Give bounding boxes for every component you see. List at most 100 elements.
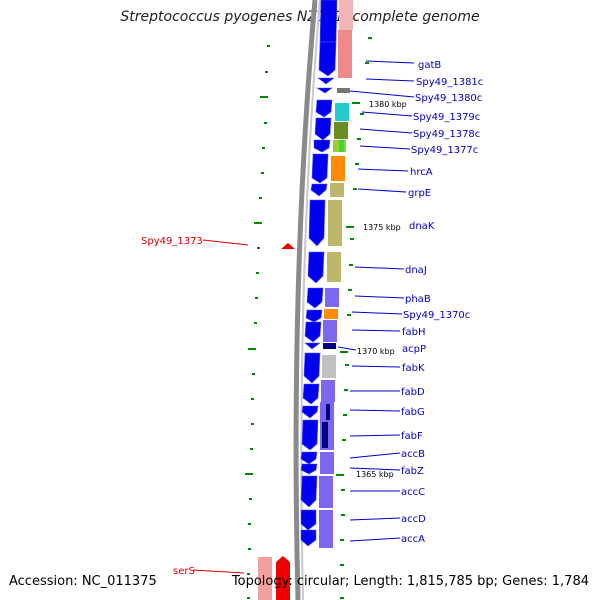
ruler-tick [343,414,347,416]
ruler-tick [357,138,361,140]
gene-arrow [304,342,321,350]
function-block [338,30,352,78]
gene-label: fabG [401,407,425,418]
gene-labels: gatB Spy49_1381c Spy49_1380c Spy49_1379c… [401,60,483,545]
leader-line [351,365,401,368]
genome-summary-text: Topology: circular; Length: 1,815,785 bp… [231,574,589,589]
leader-line [349,90,415,98]
gene-label: dnaK [409,221,435,232]
leader-line [354,295,405,299]
function-block [339,0,353,30]
ruler-tick [348,289,352,291]
function-block [334,122,348,139]
ruler-tick [342,439,346,441]
function-block [323,343,336,349]
gene-label: accC [401,487,425,498]
cds-track [300,0,338,547]
leader-line [349,467,401,471]
gene-arrow [317,77,335,85]
gene-arrow [307,251,325,284]
ruler-tick [345,364,349,366]
function-block [319,476,333,508]
leader-line [349,537,401,542]
ruler-tick [252,373,255,375]
leader-line [349,434,401,437]
gene-label: Spy49_1380c [415,93,482,104]
gene-arrow [302,383,320,405]
gene-label: fabH [402,327,426,338]
function-block [319,510,333,530]
gene-label: Spy49_1378c [413,129,480,140]
gene-arrow [300,529,317,547]
ruler-tick [261,172,264,174]
gene-label-red: Spy49_1373 [141,236,203,247]
ruler-tick [248,348,256,350]
leader-line [349,452,401,459]
ruler-tick [259,197,262,199]
function-block [337,88,350,93]
gene-arrow [310,183,328,197]
gene-label: grpE [408,188,431,199]
ruler-tick [353,188,357,190]
ruler-tick [248,548,251,550]
ruler-tick [341,489,345,491]
ruler-tick [247,573,250,575]
function-block [335,103,349,121]
leader-line [365,78,415,82]
gene-label: Spy49_1381c [416,77,483,88]
leader-line [361,111,413,117]
inner-ruler-ticks [336,37,372,599]
red-gene-labels: Spy49_1373 serS [141,236,203,577]
gene-arrow [301,405,319,419]
ruler-tick [247,597,250,599]
ruler-tick [340,351,348,353]
function-block [319,530,333,548]
ruler-tick [355,163,359,165]
gene-label: acpP [402,344,426,355]
gene-label: fabZ [401,466,424,477]
gene-arrow [319,0,338,43]
ruler-tick [267,45,270,47]
kbp-label: 1375 kbp [363,223,401,232]
function-block [328,200,342,246]
leader-line [337,346,357,351]
function-block [320,452,334,474]
gene-label-red: serS [173,566,195,577]
function-block [325,288,339,307]
gene-arrow [300,451,318,465]
kbp-label: 1370 kbp [357,347,395,356]
function-block [321,380,335,402]
ruler-tick [350,238,354,240]
gene-label: accD [401,514,426,525]
function-block [322,355,336,378]
ruler-tick [340,539,344,541]
leader-line [351,329,401,332]
ruler-tick [340,597,344,599]
function-block [322,422,328,448]
ruler-tick [352,102,360,104]
ruler-tick [251,398,254,400]
gene-arrow [315,87,333,94]
red-gene-block [258,557,272,600]
red-label-leaders [192,239,249,574]
ruler-tick [344,389,348,391]
gene-arrow [315,99,333,118]
gene-arrow [304,321,322,343]
leader-line [351,311,403,315]
gene-arrow [303,352,321,384]
ruler-tick [347,314,351,316]
gene-arrow [308,199,326,247]
ruler-tick [245,473,253,475]
function-track [319,0,353,548]
gene-arrow [300,463,318,475]
ruler-tick [255,297,258,299]
kbp-label: 1365 kbp [356,470,394,479]
ruler-tick [249,498,252,500]
leader-line-red [192,569,245,574]
label-leaders [337,60,415,542]
gene-label: Spy49_1370c [403,310,470,321]
genome-backbone [293,0,318,600]
gene-label: phaB [405,294,431,305]
red-gene-arrow [276,556,290,600]
leader-line [354,266,405,270]
